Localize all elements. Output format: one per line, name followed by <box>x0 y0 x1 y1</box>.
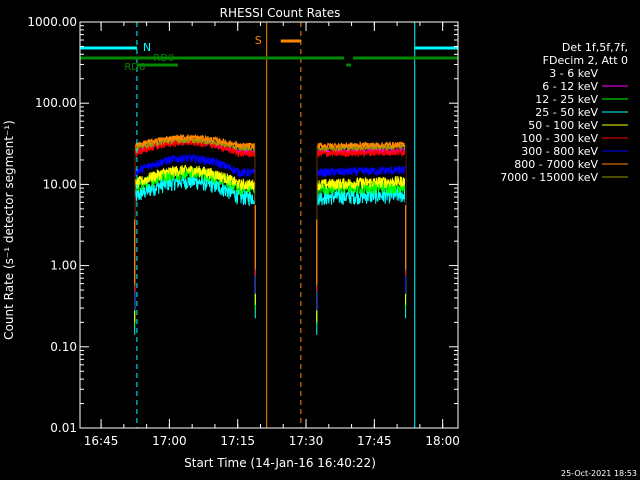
x-axis-label: Start Time (14-Jan-16 16:40:22) <box>184 456 376 470</box>
legend-entry: 25 - 50 keV <box>535 106 598 119</box>
legend-entry: 7000 - 15000 keV <box>500 171 598 184</box>
y-tick-label: 1.00 <box>50 259 77 273</box>
legend-entry: 300 - 800 keV <box>521 145 598 158</box>
x-tick-label: 18:00 <box>425 434 460 448</box>
series-line <box>316 175 407 323</box>
series-line <box>134 164 256 323</box>
series-line <box>134 154 256 311</box>
plot-frame <box>79 21 459 429</box>
data-curves <box>134 76 407 335</box>
x-tick-label: 17:00 <box>152 434 187 448</box>
legend-entry: 12 - 25 keV <box>535 93 598 106</box>
legend-entry: 800 - 7000 keV <box>514 158 598 171</box>
x-tick-label: 16:45 <box>84 434 119 448</box>
y-tick-label: 0.01 <box>50 421 77 435</box>
series-line <box>134 76 256 220</box>
series-line <box>316 148 407 292</box>
y-axis-label: Count Rate (s⁻¹ detector segment⁻¹) <box>2 120 16 340</box>
rd6-label: RD6 <box>124 62 145 73</box>
series-line <box>134 167 256 327</box>
series-line <box>134 174 256 335</box>
x-axis: 16:45 17:00 17:15 17:30 17:45 18:00 <box>84 22 460 448</box>
series-line <box>134 133 256 284</box>
series-line <box>316 78 407 220</box>
legend-entry: 6 - 12 keV <box>542 80 598 93</box>
legend-entry: 100 - 300 keV <box>521 132 598 145</box>
chart-title: RHESSI Count Rates <box>220 6 341 20</box>
legend-header: FDecim 2, Att 0 <box>543 54 628 67</box>
series-line <box>316 186 407 335</box>
legend-entry: 50 - 100 keV <box>528 119 598 132</box>
x-tick-label: 17:30 <box>289 434 324 448</box>
night-label: N <box>143 41 151 54</box>
y-tick-label: 1000.00 <box>27 15 77 29</box>
legend-header: Det 1f,5f,7f, <box>562 41 628 54</box>
rd0-label: RD0 <box>153 53 174 64</box>
x-tick-label: 17:15 <box>220 434 255 448</box>
x-tick-label: 17:45 <box>357 434 392 448</box>
series-line <box>316 140 407 284</box>
saa-label: S <box>255 34 262 47</box>
y-tick-label: 10.00 <box>43 177 77 191</box>
y-tick-label: 100.00 <box>35 96 77 110</box>
legend-entry: 3 - 6 keV <box>549 67 598 80</box>
series-line <box>316 180 407 327</box>
series-line <box>316 165 407 311</box>
y-tick-label: 0.10 <box>50 340 77 354</box>
series-line <box>316 142 407 286</box>
y-axis: 0.01 0.10 1.00 10.00 100.00 1000.00 <box>27 15 458 435</box>
footer-timestamp: 25-Oct-2021 18:53 <box>561 469 637 478</box>
